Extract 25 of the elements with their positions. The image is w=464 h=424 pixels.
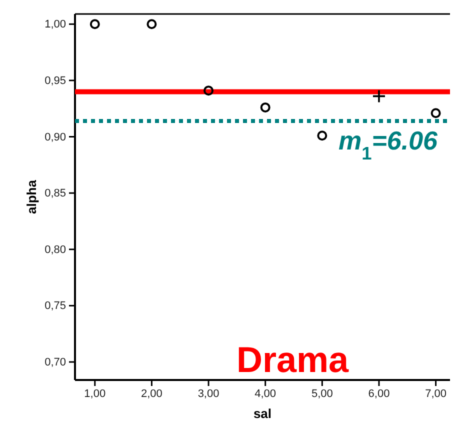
- x-axis-title: sal: [253, 406, 272, 421]
- y-tick-label: 0,85: [44, 188, 66, 200]
- annotation: m$_{1}$=6.06: [338, 125, 438, 164]
- x-tick-label: 4,00: [254, 388, 276, 400]
- y-tick-label: 1,00: [44, 18, 66, 31]
- x-tick-label: 2,00: [140, 388, 162, 400]
- point: [430, 108, 441, 118]
- y-tick-label: 0,75: [44, 300, 66, 312]
- point: [204, 86, 214, 96]
- point: [146, 19, 157, 30]
- y-tick-label: 0,70: [44, 356, 66, 368]
- y-tick-label: 0,90: [44, 131, 66, 144]
- y-tick-label: 0,95: [44, 74, 66, 87]
- x-tick-label: 3,00: [198, 388, 220, 400]
- x-tick-label: 6,00: [368, 388, 390, 400]
- x-tick-label: 7,00: [425, 388, 447, 400]
- y-tick-label: 0,80: [44, 244, 66, 256]
- point: [372, 89, 386, 104]
- x-tick-label: 5,00: [311, 388, 333, 400]
- point: [90, 19, 100, 30]
- point: [260, 102, 270, 112]
- x-tick-label: 1,00: [84, 388, 106, 400]
- point: [317, 130, 328, 141]
- annotation: Drama: [236, 339, 350, 380]
- y-axis-title: alpha: [24, 179, 39, 214]
